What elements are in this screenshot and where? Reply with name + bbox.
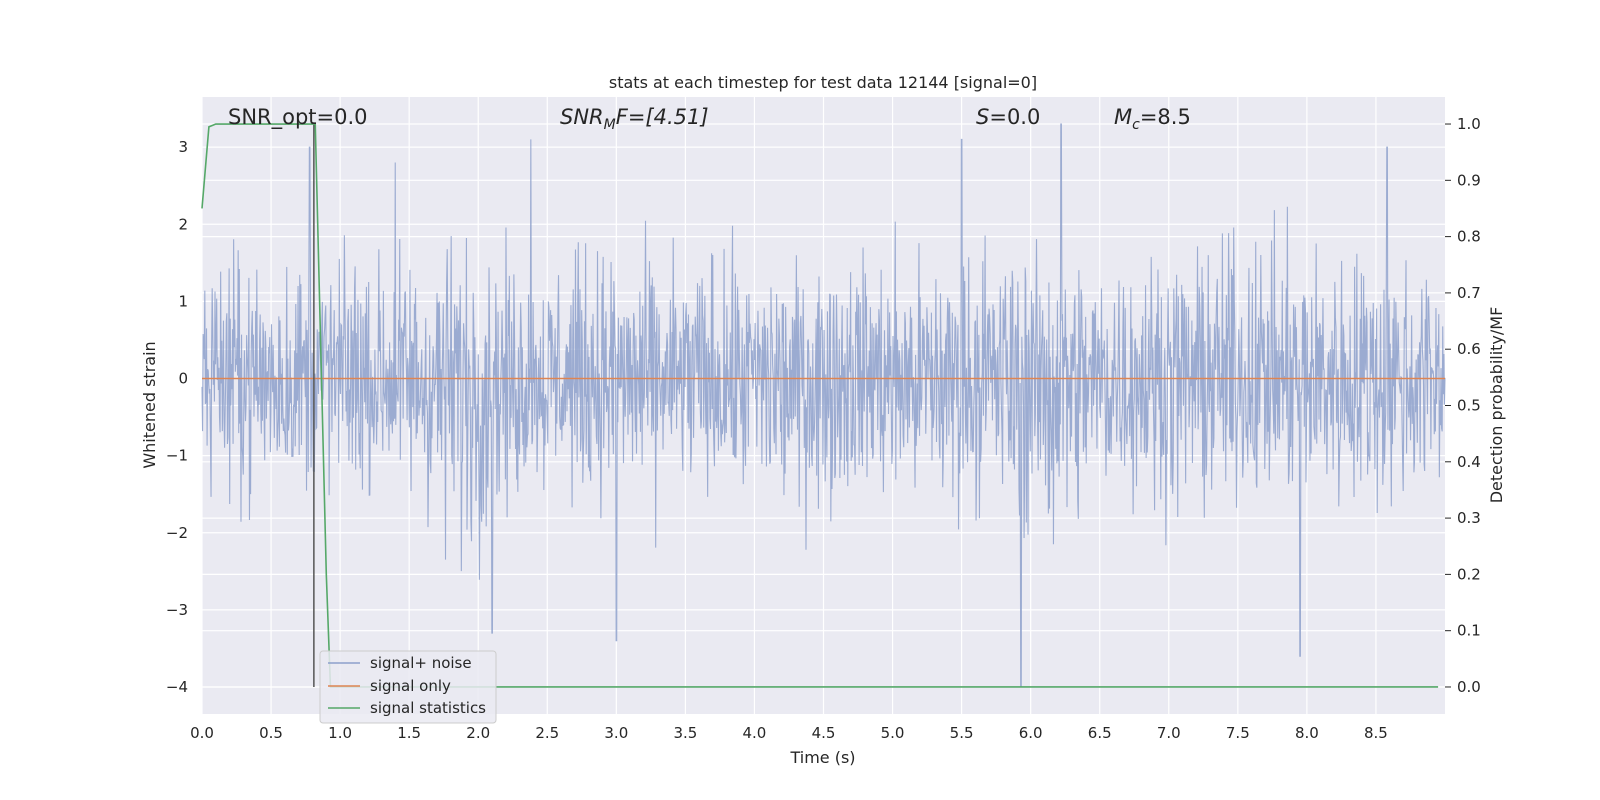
x-axis: 0.0 0.5 1.0 1.5 2.0 2.5 3.0 3.5 4.0 4.5 5.0 5.5 6.0 6… [190, 724, 1388, 742]
x-tick-label: 1.5 [397, 724, 421, 742]
series-layer [201, 123, 1446, 688]
x-tick-label: 5.0 [881, 724, 905, 742]
annotation-mc: Mc=8.5 [1114, 105, 1191, 133]
legend-label-signal-only: signal only [370, 677, 451, 695]
x-tick-label: 4.0 [743, 724, 767, 742]
annotation-mc-value: =8.5 [1140, 105, 1191, 129]
annotation-snr-mf-symbol: SNR [560, 105, 604, 129]
y2-axis-label: Detection probability/MF [1487, 307, 1506, 504]
y2-tick-label: 0.0 [1457, 678, 1481, 696]
y-tick-label: −2 [166, 524, 188, 542]
annotation-mc-subscript: c [1132, 117, 1140, 133]
x-tick-label: 1.0 [328, 724, 352, 742]
x-tick-label: 6.5 [1088, 724, 1112, 742]
y-tick-label: −3 [166, 601, 188, 619]
y-tick-label: −4 [166, 678, 188, 696]
y-tick-label: −1 [166, 447, 188, 465]
y2-tick-label: 0.3 [1457, 509, 1481, 527]
x-axis-label: Time (s) [789, 748, 855, 767]
x-tick-label: 3.5 [673, 724, 697, 742]
x-tick-label: 2.5 [535, 724, 559, 742]
y2-tick-label: 0.6 [1457, 340, 1481, 358]
y2-tick-label: 0.5 [1457, 397, 1481, 415]
annotation-snr-mf: SNRMF=[4.51] [560, 105, 709, 133]
y2-tick-label: 0.4 [1457, 453, 1481, 471]
y2-tick-label: 0.7 [1457, 284, 1481, 302]
x-tick-label: 0.5 [259, 724, 283, 742]
y-axis-right: 1.0 0.9 0.8 0.7 0.6 0.5 0.4 0.3 0.2 0.1 0.0 [1445, 115, 1481, 696]
annotation-snr-opt: SNR_opt=0.0 [228, 105, 368, 130]
legend-label-signal-noise: signal+ noise [370, 654, 472, 672]
x-tick-label: 2.0 [466, 724, 490, 742]
series-signal-noise [201, 123, 1446, 688]
y-tick-label: 0 [178, 370, 188, 388]
x-tick-label: 8.0 [1295, 724, 1319, 742]
x-tick-label: 3.0 [604, 724, 628, 742]
series-signal-statistics [201, 123, 1439, 688]
y2-tick-label: 0.2 [1457, 565, 1481, 583]
chart-title: stats at each timestep for test data 121… [609, 73, 1037, 92]
x-tick-label: 8.5 [1364, 724, 1388, 742]
y-axis-left: 3 2 1 0 −1 −2 −3 −4 [166, 138, 188, 696]
y-tick-label: 1 [178, 292, 188, 310]
y-tick-label: 2 [178, 215, 188, 233]
annotation-snr-mf-value: F=[4.51] [616, 105, 709, 129]
annotation-snr-mf-subscript: M [604, 117, 616, 133]
y2-tick-label: 1.0 [1457, 115, 1481, 133]
annotation-s-symbol: S [976, 105, 989, 129]
y-tick-label: 3 [178, 138, 188, 156]
legend-box [319, 650, 497, 724]
annotation-s: S=0.0 [976, 105, 1040, 129]
x-tick-label: 6.0 [1019, 724, 1043, 742]
y2-tick-label: 0.9 [1457, 171, 1481, 189]
x-tick-label: 0.0 [190, 724, 214, 742]
y-axis-label: Whitened strain [140, 341, 159, 468]
legend: signal+ noise signal only signal statist… [319, 650, 497, 724]
legend-label-signal-statistics: signal statistics [370, 699, 486, 717]
x-tick-label: 5.5 [950, 724, 974, 742]
x-tick-label: 7.5 [1226, 724, 1250, 742]
annotation-mc-symbol: M [1114, 105, 1132, 129]
y2-tick-label: 0.8 [1457, 228, 1481, 246]
annotation-s-value: =0.0 [989, 105, 1040, 129]
x-tick-label: 7.0 [1157, 724, 1181, 742]
y2-tick-label: 0.1 [1457, 622, 1481, 640]
x-tick-label: 4.5 [812, 724, 836, 742]
